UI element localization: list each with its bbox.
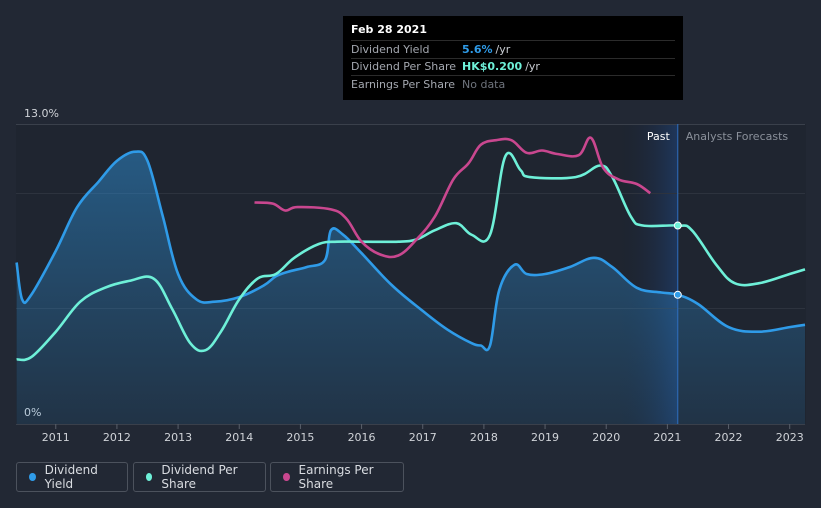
- tooltip-date: Feb 28 2021: [351, 23, 427, 36]
- tooltip-label: Earnings Per Share: [351, 77, 456, 91]
- x-tick-label: 2022: [715, 431, 743, 444]
- legend-dot-icon: [283, 473, 290, 481]
- dividend-per-share-highlight-point: [673, 221, 682, 230]
- tooltip-label: Dividend Per Share: [351, 60, 457, 74]
- x-tick-label: 2012: [103, 431, 131, 444]
- legend-label: Earnings Per Share: [298, 463, 374, 491]
- x-tick-label: 2015: [286, 431, 314, 444]
- legend-label: Dividend Per Share: [161, 463, 238, 491]
- dividend-yield-highlight-point: [673, 290, 682, 299]
- y-axis-top-label: 13.0%: [24, 107, 59, 120]
- x-tick-label: 2016: [348, 431, 376, 444]
- legend-earnings-per-share[interactable]: Earnings Per Share: [270, 462, 404, 492]
- legend-dividend-yield[interactable]: Dividend Yield: [16, 462, 128, 492]
- past-label: Past: [647, 130, 671, 143]
- x-tick-label: 2011: [42, 431, 70, 444]
- x-tick-label: 2020: [592, 431, 620, 444]
- tooltip-label: Dividend Yield: [351, 42, 430, 56]
- forecast-label: Analysts Forecasts: [686, 130, 789, 143]
- highlight-layer: [673, 221, 682, 299]
- tooltip-value: HK$0.200: [462, 60, 523, 74]
- tooltip-unit: /yr: [495, 42, 511, 56]
- tooltip-row-dividend-per-share: Dividend Per Share HK$0.200 /yr: [351, 57, 675, 76]
- tooltip-row-dividend-yield: Dividend Yield 5.6% /yr: [351, 40, 675, 58]
- x-tick-label: 2023: [776, 431, 804, 444]
- dividend-yield-line: [15, 150, 806, 352]
- tooltip-value: No data: [462, 77, 506, 91]
- tooltip-row-earnings-per-share: Earnings Per Share No data: [351, 75, 675, 93]
- tooltip-value: 5.6%: [462, 42, 493, 56]
- dividend-yield-area: [16, 151, 806, 425]
- x-tick-label: 2014: [225, 431, 253, 444]
- legend-dividend-per-share[interactable]: Dividend Per Share: [133, 462, 266, 492]
- tooltip-unit: /yr: [525, 60, 540, 74]
- legend-dot-icon: [29, 473, 36, 481]
- earnings-per-share-line: [254, 136, 652, 259]
- x-tick-label: 2019: [531, 431, 559, 444]
- legend-dot-icon: [146, 473, 153, 481]
- x-tick-label: 2013: [164, 431, 192, 444]
- x-tick-label: 2017: [409, 431, 437, 444]
- tooltip: Feb 28 2021 Dividend Yield 5.6% /yr Divi…: [343, 16, 683, 100]
- x-tick-label: 2021: [653, 431, 681, 444]
- x-tick-label: 2018: [470, 431, 498, 444]
- series-layer: [15, 136, 806, 425]
- x-axis-ticks: 2011 2012 2013 2014 2015 2016 2017 2018 2019 2020…: [42, 424, 804, 444]
- legend-label: Dividend Yield: [44, 463, 98, 491]
